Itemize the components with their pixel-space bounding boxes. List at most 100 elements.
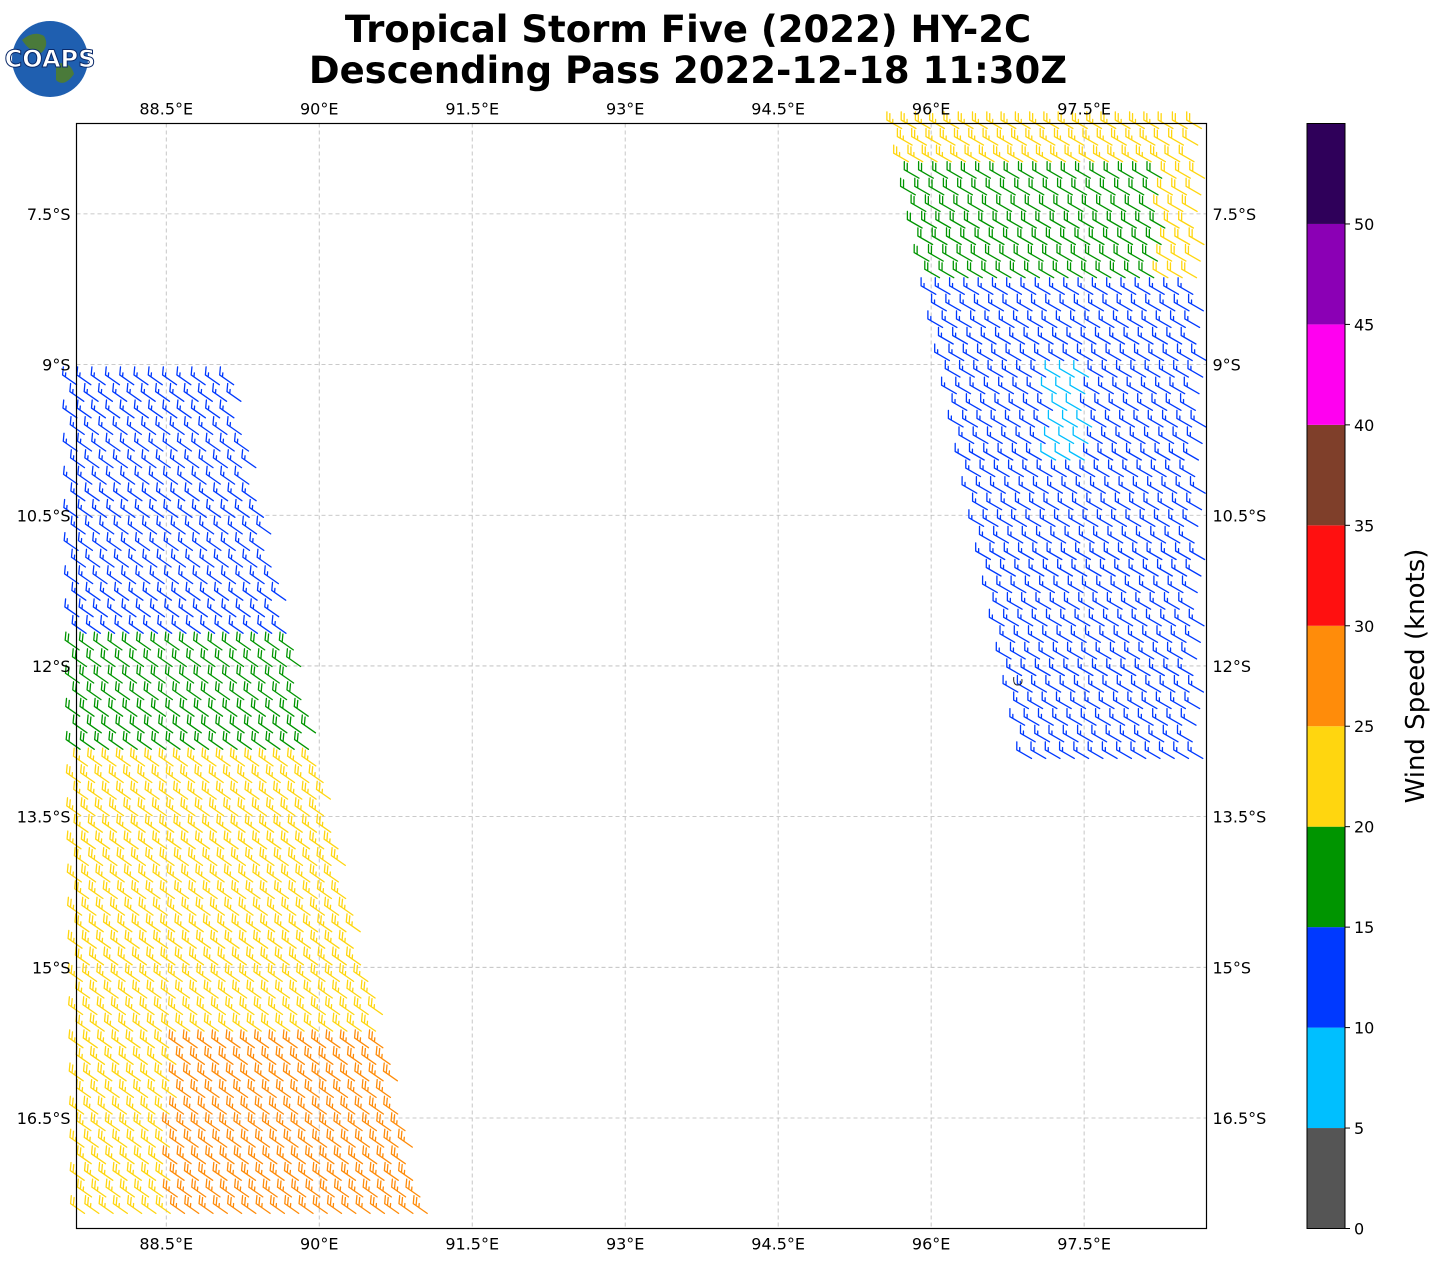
- wind-barb: [182, 1029, 198, 1049]
- wind-barb-shape: [267, 929, 283, 949]
- wind-barb-shape: [74, 913, 90, 933]
- wind-barb: [260, 979, 276, 999]
- wind-barb-shape: [169, 1194, 186, 1215]
- wind-barb: [113, 548, 129, 568]
- wind-barb: [205, 1178, 221, 1198]
- wind-barb: [264, 598, 280, 618]
- wind-barb-shape: [167, 962, 183, 983]
- wind-barb: [133, 366, 149, 386]
- wind-barb-shape: [164, 664, 181, 684]
- wind-barb: [119, 1112, 135, 1132]
- wind-barb: [158, 714, 174, 734]
- wind-barb-shape: [346, 1045, 363, 1065]
- wind-barb-shape: [1024, 641, 1041, 660]
- wind-barb-shape: [1048, 658, 1065, 677]
- wind-barb-shape: [269, 1194, 286, 1215]
- wind-barb: [1005, 343, 1022, 362]
- wind-barb: [1001, 359, 1018, 378]
- wind-barb-shape: [1068, 442, 1085, 461]
- colorbar-tick-label: 35: [1354, 516, 1374, 535]
- wind-barb-shape: [900, 111, 917, 130]
- wind-barb: [213, 581, 230, 601]
- wind-barb-shape: [217, 979, 234, 999]
- wind-barb-shape: [1066, 641, 1083, 660]
- wind-barb: [1162, 724, 1179, 743]
- wind-barb: [1021, 525, 1038, 544]
- wind-barb: [80, 764, 96, 784]
- wind-barb-shape: [198, 1194, 214, 1215]
- wind-barb: [1152, 707, 1169, 726]
- wind-barb: [1112, 376, 1129, 395]
- wind-barb: [315, 780, 332, 800]
- wind-barb: [316, 813, 332, 833]
- wind-barb: [196, 996, 212, 1016]
- wind-barb: [209, 896, 226, 916]
- wind-barb: [135, 631, 152, 651]
- wind-barb-shape: [262, 1178, 278, 1198]
- wind-barb-shape: [88, 913, 104, 933]
- wind-barb: [77, 531, 94, 552]
- wind-barb-shape: [962, 343, 979, 362]
- wind-barb-shape: [73, 813, 89, 833]
- wind-barb: [1150, 525, 1167, 544]
- wind-barb-shape: [268, 1029, 284, 1049]
- wind-barb-shape: [1031, 227, 1048, 246]
- wind-barb-shape: [1017, 608, 1034, 627]
- wind-barb-shape: [146, 946, 162, 966]
- wind-barb: [185, 614, 201, 634]
- wind-barb: [924, 194, 941, 213]
- wind-barb: [1109, 260, 1126, 279]
- wind-barb: [103, 1012, 120, 1032]
- wind-barb-shape: [234, 1178, 250, 1198]
- wind-barb: [298, 1161, 314, 1181]
- wind-barb-shape: [253, 962, 269, 983]
- wind-barb: [283, 1161, 300, 1181]
- wind-barb: [212, 1128, 228, 1148]
- wind-barb-shape: [217, 946, 233, 966]
- wind-barb: [913, 243, 930, 262]
- wind-barb: [1066, 707, 1083, 726]
- wind-barb: [952, 260, 969, 279]
- lat-tick-label-right: 9°S: [1213, 356, 1241, 375]
- wind-barb-shape: [163, 498, 179, 518]
- wind-barb-shape: [301, 780, 317, 800]
- wind-barb: [295, 896, 311, 916]
- wind-barb-shape: [145, 846, 161, 867]
- wind-barb-shape: [1034, 658, 1051, 677]
- wind-barb: [1002, 293, 1019, 312]
- wind-barb-shape: [1166, 326, 1183, 345]
- wind-barb: [88, 946, 105, 966]
- map-frame: [75, 122, 1208, 1230]
- wind-barb-shape: [928, 177, 945, 196]
- wind-barb: [1088, 674, 1105, 693]
- wind-barb: [232, 1012, 248, 1032]
- wind-barb-shape: [1052, 707, 1069, 726]
- wind-barb-shape: [975, 475, 992, 494]
- wind-barb: [150, 631, 166, 651]
- wind-barb: [229, 747, 246, 767]
- wind-barb-shape: [147, 366, 163, 386]
- wind-barb-shape: [210, 962, 226, 983]
- wind-barb-shape: [991, 343, 1008, 362]
- wind-barb: [100, 614, 116, 634]
- wind-barb-shape: [975, 542, 992, 561]
- wind-barb-shape: [213, 515, 229, 535]
- wind-barb: [180, 764, 196, 784]
- wind-barb: [84, 515, 101, 535]
- wind-barb: [191, 465, 207, 485]
- wind-barb: [1033, 409, 1050, 428]
- wind-barb-shape: [1088, 293, 1105, 312]
- wind-barb-shape: [914, 177, 931, 196]
- wind-barb-shape: [983, 376, 1000, 395]
- wind-barb-shape: [929, 111, 946, 130]
- wind-barb-shape: [266, 863, 282, 883]
- colorbar-bin: [1307, 826, 1345, 928]
- wind-barb: [948, 277, 965, 295]
- wind-barb-shape: [176, 1178, 193, 1198]
- wind-barb-shape: [91, 1178, 107, 1198]
- wind-barb-shape: [155, 482, 172, 502]
- wind-barb: [368, 1029, 384, 1049]
- wind-barb-shape: [151, 730, 167, 750]
- wind-barb-shape: [324, 896, 340, 916]
